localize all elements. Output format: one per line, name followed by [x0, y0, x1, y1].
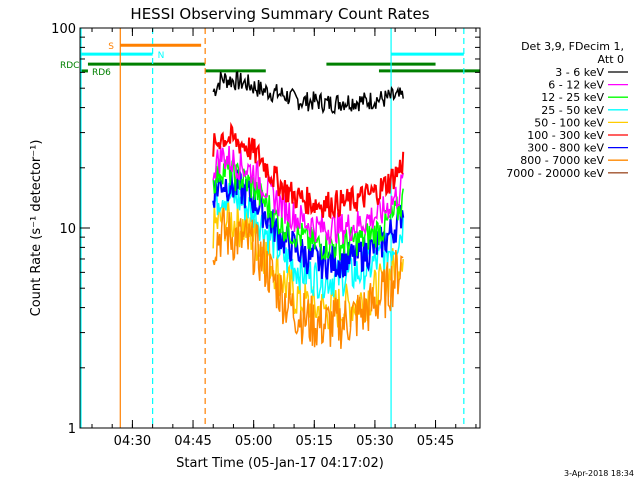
x-tick-label: 04:30 [114, 434, 151, 449]
series-line [212, 71, 404, 115]
data-series [212, 71, 405, 349]
legend-label: 300 - 800 keV [527, 142, 604, 155]
y-tick-label: 100 [51, 22, 76, 37]
x-tick-label: 05:30 [356, 434, 393, 449]
legend-label: 3 - 6 keV [555, 66, 604, 79]
y-axis-ticks: 1 10 100 [51, 22, 480, 437]
y-axis-label: Count Rate (s⁻¹ detector⁻¹) [29, 140, 44, 317]
x-axis-ticks: 04:30 04:45 05:00 05:15 05:30 05:45 [91, 28, 477, 449]
plot-frame [79, 27, 481, 429]
flag-label: RDC [60, 61, 79, 71]
legend-label: 7000 - 20000 keV [506, 167, 604, 180]
legend-label: 800 - 7000 keV [520, 154, 604, 167]
timestamp: 3-Apr-2018 18:34 [564, 469, 634, 478]
flag-label: N [158, 51, 165, 61]
series-line [212, 121, 405, 220]
chart-title: HESSI Observing Summary Count Rates [130, 5, 429, 23]
series-line [212, 168, 405, 280]
legend-label: 100 - 300 keV [527, 129, 604, 142]
series-line [212, 207, 404, 349]
x-axis-label: Start Time (05-Jan-17 04:17:02) [176, 456, 384, 471]
x-tick-label: 04:45 [174, 434, 211, 449]
flag-label: RD6 [92, 68, 111, 78]
x-tick-label: 05:15 [296, 434, 333, 449]
legend-header: Att 0 [598, 53, 624, 66]
legend-label: 25 - 50 keV [541, 104, 604, 117]
legend-label: 50 - 100 keV [534, 116, 604, 129]
x-tick-label: 05:45 [417, 434, 454, 449]
y-tick-label: 10 [59, 222, 76, 237]
flag-bars: S N RDC RD6 [60, 42, 480, 78]
y-tick-label: 1 [68, 422, 76, 437]
flag-label: S [108, 42, 114, 52]
legend-label: 6 - 12 keV [548, 79, 604, 92]
x-tick-label: 05:00 [235, 434, 272, 449]
legend-label: 12 - 25 keV [541, 91, 604, 104]
legend-header: Det 3,9, FDecim 1, [521, 40, 624, 53]
series-line [212, 145, 404, 245]
